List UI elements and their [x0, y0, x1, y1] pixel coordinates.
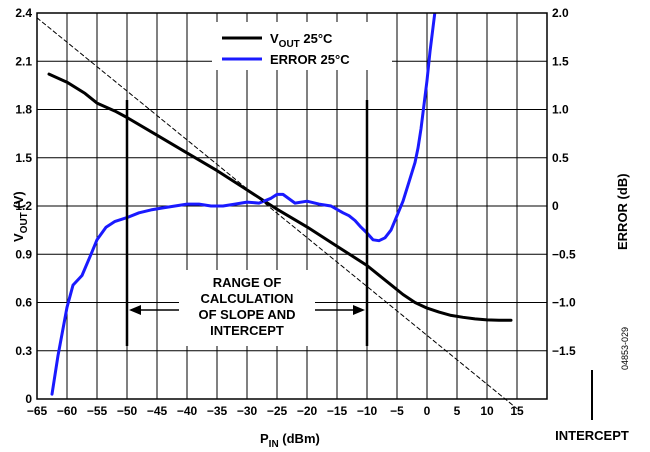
y-right-tick-label: 1.5 [552, 54, 569, 68]
y-left-label-main: V [11, 233, 26, 242]
legend-label-error: ERROR 25°C [270, 52, 350, 67]
figure-id: 04853-029 [620, 327, 630, 370]
range-text-line: OF SLOPE AND [198, 307, 295, 322]
y-right-axis-label: ERROR (dB) [615, 173, 630, 250]
x-tick-label: 0 [424, 404, 431, 418]
plot-frame [36, 12, 548, 400]
legend-label-vout: VOUT 25°C [270, 31, 333, 50]
y-right-tick-label: 2.0 [552, 6, 569, 20]
y-left-tick-label: 1.5 [15, 151, 32, 165]
y-right-tick-label: 0.5 [552, 151, 569, 165]
x-tick-label: −35 [207, 404, 228, 418]
x-tick-label: −15 [327, 404, 348, 418]
range-text-box [179, 270, 315, 346]
x-tick-label: −30 [237, 404, 258, 418]
x-tick-label: −5 [390, 404, 404, 418]
intercept-extrapolation-line [36, 17, 518, 410]
range-text-line: INTERCEPT [210, 323, 284, 338]
x-tick-label: −55 [87, 404, 108, 418]
y-left-label-sub: OUT [19, 212, 30, 233]
y-right-tick-label: −1.0 [552, 296, 576, 310]
legend-vout-rest: 25°C [300, 31, 333, 46]
series-lines [36, 13, 518, 410]
range-text-line: RANGE OF [213, 275, 282, 290]
y-right-tick-label: 1.0 [552, 103, 569, 117]
x-tick-labels: −65 −60 −55 −50 −45 −40 −35 −30 −25 −20 −15 −10 −5 0 5… [27, 404, 524, 418]
y-right-tick-label: −0.5 [552, 247, 576, 261]
series-vout-line [47, 72, 513, 322]
y-right-tick-label: −1.5 [552, 344, 576, 358]
x-tick-label: −10 [357, 404, 378, 418]
x-tick-label: 5 [454, 404, 461, 418]
y-left-tick-label: 1.2 [15, 199, 32, 213]
series-error-line [50, 13, 437, 396]
x-axis-label: PIN (dBm) [260, 431, 320, 450]
y-left-axis-label: VOUT (V) [11, 191, 30, 242]
x-tick-label: −25 [267, 404, 288, 418]
x-tick-label: −45 [147, 404, 168, 418]
y-left-tick-label: 0.9 [15, 247, 32, 261]
intercept-label: INTERCEPT [555, 428, 629, 443]
legend: VOUT 25°C ERROR 25°C [212, 22, 392, 70]
legend-vout-main: V [270, 31, 279, 46]
y-left-label-unit: (V) [11, 191, 26, 212]
x-tick-label: −50 [117, 404, 138, 418]
y-left-tick-label: 0.3 [15, 344, 32, 358]
x-axis-label-main: P [260, 431, 269, 446]
y-left-tick-label: 0 [25, 392, 32, 406]
legend-vout-sub: OUT [279, 39, 300, 50]
arrowhead-left-icon [129, 305, 141, 315]
y-right-tick-labels: −1.5 −1.0 −0.5 0 0.5 1.0 1.5 2.0 [552, 6, 576, 358]
x-tick-label: −40 [177, 404, 198, 418]
y-left-tick-label: 2.1 [15, 54, 32, 68]
y-right-tick-label: 0 [552, 199, 559, 213]
x-tick-label: 10 [480, 404, 494, 418]
y-left-tick-label: 1.8 [15, 103, 32, 117]
legend-box [212, 22, 392, 70]
range-text-line: CALCULATION [201, 291, 294, 306]
x-axis-label-unit: (dBm) [279, 431, 320, 446]
x-axis-label-sub: IN [269, 439, 279, 450]
x-tick-label: −60 [57, 404, 78, 418]
arrowhead-right-icon [353, 305, 365, 315]
y-left-tick-labels: 0 0.3 0.6 0.9 1.2 1.5 1.8 2.1 2.4 [15, 6, 32, 406]
y-left-tick-label: 0.6 [15, 296, 32, 310]
x-tick-label: −65 [27, 404, 48, 418]
y-left-tick-label: 2.4 [15, 6, 32, 20]
x-tick-label: 15 [510, 404, 524, 418]
x-tick-label: −20 [297, 404, 318, 418]
